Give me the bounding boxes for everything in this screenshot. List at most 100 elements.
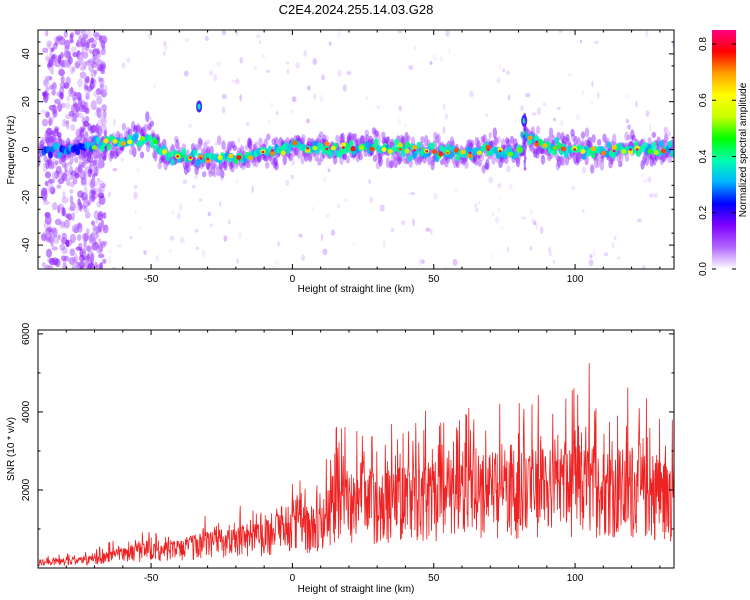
spectral-cell	[48, 105, 56, 111]
spectral-cell	[413, 45, 417, 51]
spectral-cell	[523, 127, 527, 132]
spectral-cell	[86, 150, 92, 163]
spectral-cell	[92, 31, 100, 38]
spectral-cell	[398, 147, 402, 151]
spectral-cell	[524, 116, 527, 121]
spectral-cell	[263, 138, 268, 148]
spectrogram-y-tick-label: 40	[21, 48, 32, 60]
page-title: C2E4.2024.255.14.03.G28	[278, 2, 434, 17]
spectral-cell	[433, 193, 438, 200]
spectral-cell	[589, 253, 593, 259]
spectral-cell	[506, 165, 511, 173]
spectral-cell	[69, 153, 74, 165]
spectral-cell	[60, 154, 67, 163]
spectral-cell	[330, 229, 336, 236]
spectral-cell	[348, 139, 354, 148]
spectral-cell	[97, 210, 104, 221]
spectral-cell	[464, 160, 469, 169]
spectral-cell	[50, 66, 55, 76]
spectral-cell	[70, 111, 75, 122]
spectral-cell	[552, 259, 556, 264]
spectral-cell	[432, 53, 438, 62]
spectral-cell	[393, 157, 398, 169]
spectral-cell	[453, 188, 458, 193]
spectral-cell	[573, 148, 577, 151]
spectral-cell	[491, 212, 494, 217]
spectral-cell	[80, 177, 87, 185]
spectral-cell	[257, 154, 262, 163]
spectral-cell	[89, 189, 96, 199]
spectral-cell	[90, 235, 97, 244]
spectral-cell	[651, 151, 656, 163]
spectral-cell	[64, 213, 69, 218]
spectral-cell	[102, 240, 109, 246]
spectral-cell	[658, 140, 664, 148]
spectral-cell	[616, 256, 621, 260]
spectral-cell	[95, 136, 101, 145]
spectral-cell	[508, 183, 513, 190]
spectral-cell	[238, 231, 242, 239]
spectral-cell	[82, 120, 89, 127]
spectral-cell	[86, 253, 91, 260]
spectral-cell	[627, 149, 634, 155]
spectral-cell	[84, 211, 91, 219]
spectral-cell	[590, 151, 596, 159]
spectral-cell	[335, 134, 340, 143]
spectral-cell	[69, 188, 74, 195]
spectral-cell	[400, 220, 406, 226]
spectral-cell	[294, 146, 299, 156]
spectral-cell	[40, 233, 47, 242]
spectral-cell	[90, 187, 97, 195]
spectral-cell	[539, 226, 544, 234]
spectral-cell	[342, 146, 345, 149]
spectral-cell	[61, 246, 68, 255]
spectral-cell	[439, 151, 443, 154]
spectral-cell	[347, 71, 351, 76]
spectral-cell	[313, 93, 316, 100]
spectral-cell	[475, 207, 479, 213]
spectral-cell	[584, 127, 590, 138]
spectral-cell	[523, 134, 526, 139]
spectral-cell	[74, 61, 80, 69]
spectral-cell	[301, 134, 306, 144]
spectral-cell	[112, 266, 116, 269]
spectral-cell	[74, 156, 79, 164]
spectral-cell	[649, 193, 654, 198]
spectral-cell	[139, 136, 146, 141]
spectral-cell	[86, 244, 93, 252]
spectral-cell	[351, 157, 356, 161]
spectral-cell	[78, 54, 84, 65]
spectral-cell	[355, 138, 360, 147]
spectral-cell	[45, 146, 51, 154]
spectral-cell	[647, 149, 653, 154]
spectral-cell	[69, 39, 74, 44]
spectral-cell	[625, 118, 630, 124]
spectral-cell	[645, 110, 650, 117]
spectral-cell	[97, 125, 103, 137]
spectral-cell	[47, 182, 54, 193]
spectral-cell	[95, 146, 100, 159]
spectral-cell	[81, 150, 86, 159]
spectral-cell	[499, 155, 505, 165]
spectral-cell	[555, 161, 560, 171]
spectral-cell	[102, 258, 107, 264]
spectral-cell	[40, 139, 45, 149]
spectral-cell	[206, 157, 210, 161]
spectral-cell	[94, 111, 98, 117]
spectral-cell	[91, 145, 98, 151]
spectral-cell	[590, 146, 597, 152]
spectral-cell	[93, 69, 98, 75]
spectral-cell	[139, 128, 145, 138]
spectral-cell	[352, 132, 358, 143]
spectral-cell	[145, 111, 150, 123]
spectral-cell	[594, 157, 599, 169]
spectral-cell	[304, 154, 309, 162]
spectral-cell	[280, 150, 286, 156]
spectral-cell	[221, 93, 227, 100]
spectral-cell	[137, 226, 142, 230]
spectral-cell	[502, 68, 506, 73]
spectral-cell	[492, 127, 497, 139]
spectral-cell	[443, 103, 446, 111]
spectral-cell	[56, 102, 63, 112]
spectral-cell	[535, 140, 539, 143]
